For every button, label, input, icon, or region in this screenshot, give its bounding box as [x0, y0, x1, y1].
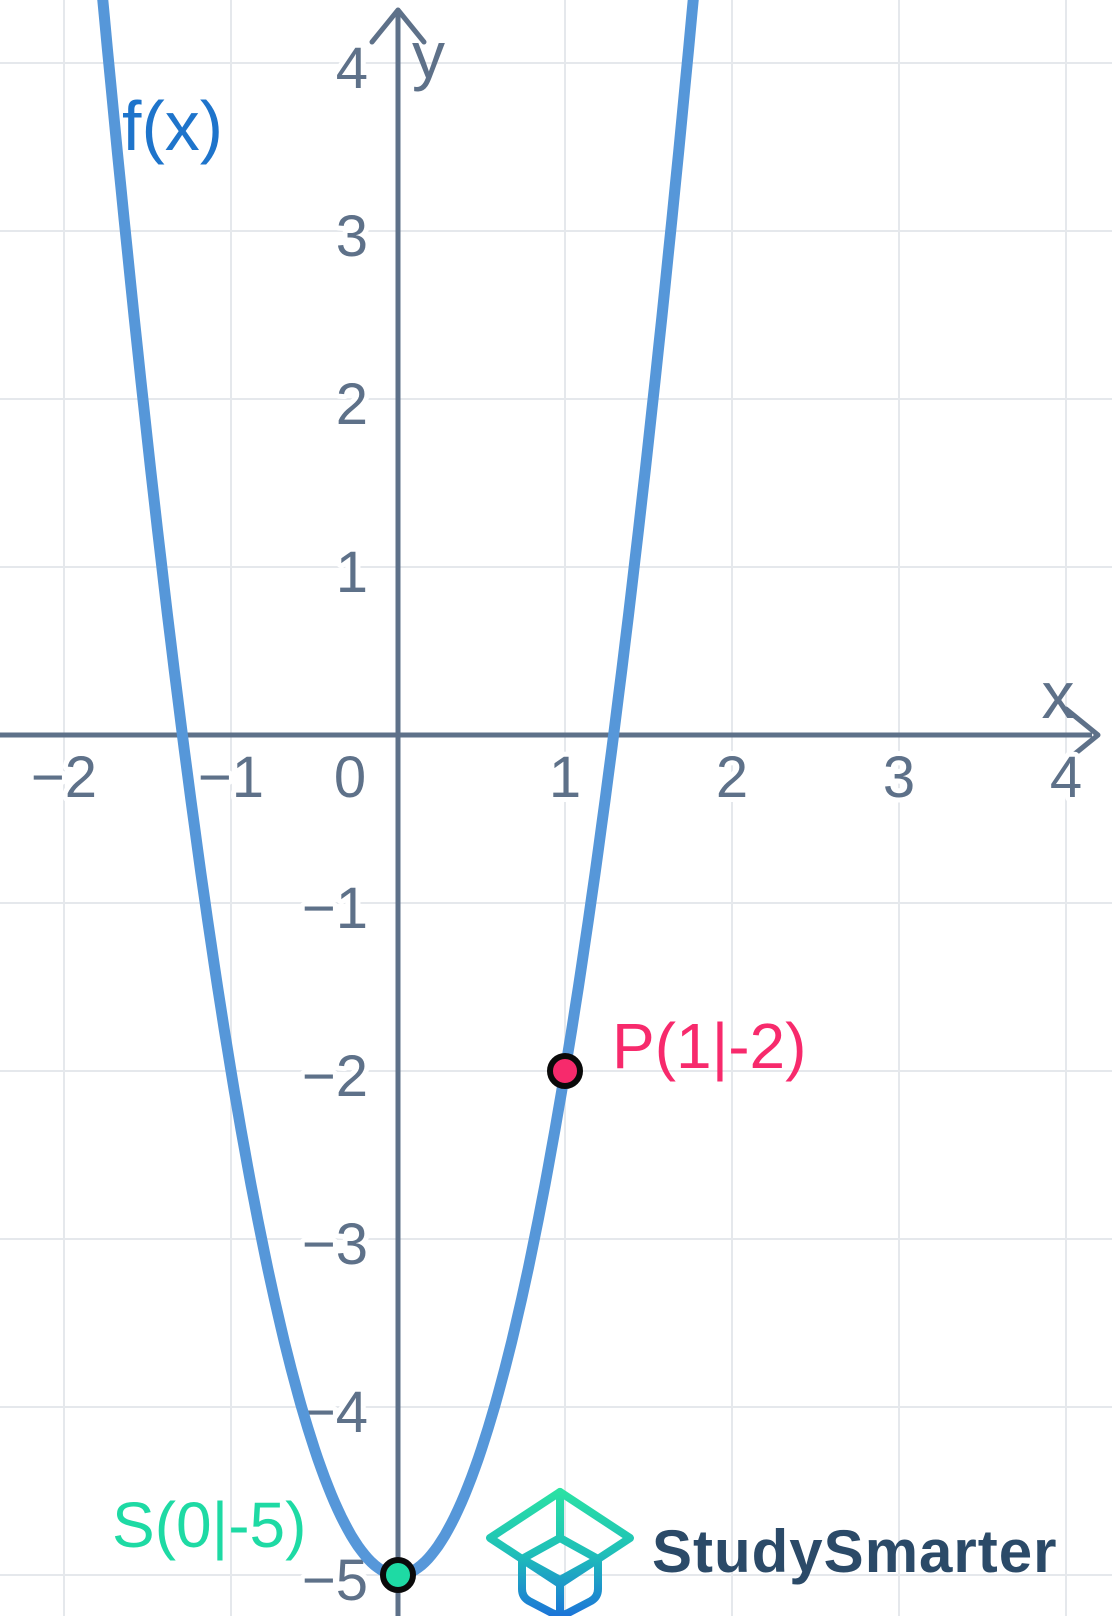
x-tick-label: −2 [31, 745, 97, 810]
point-s-label: S(0|-5) [112, 1489, 306, 1561]
y-tick-label: −5 [302, 1548, 368, 1613]
axes [0, 7, 1101, 1616]
y-tick-label: 4 [336, 36, 368, 101]
y-axis-label: y [412, 18, 445, 92]
point-p [547, 1053, 583, 1089]
y-tick-label: −2 [302, 1044, 368, 1109]
x-tick-label: 0 [334, 745, 366, 810]
y-tick-label: −3 [302, 1212, 368, 1277]
x-axis-label: x [1042, 658, 1075, 732]
x-tick-label: 3 [883, 745, 915, 810]
x-tick-label: 4 [1050, 745, 1082, 810]
point-p-label: P(1|-2) [612, 1010, 806, 1082]
point-s [380, 1557, 416, 1593]
x-axis-arrow [1063, 706, 1101, 764]
y-tick-label: −1 [302, 876, 368, 941]
y-tick-label: 3 [336, 204, 368, 269]
studysmarter-logo-text: StudySmarter [652, 1518, 1057, 1585]
x-tick-label: 1 [549, 745, 581, 810]
function-label: f(x) [122, 87, 223, 165]
x-tick-label: 2 [716, 745, 748, 810]
studysmarter-logo: StudySmarter [486, 1488, 1057, 1616]
x-tick-label: −1 [198, 745, 264, 810]
studysmarter-logo-icon [486, 1488, 634, 1616]
marked-points [380, 1053, 583, 1593]
y-tick-label: 2 [336, 372, 368, 437]
y-tick-label: 1 [336, 540, 368, 605]
y-axis-arrow [369, 7, 427, 45]
